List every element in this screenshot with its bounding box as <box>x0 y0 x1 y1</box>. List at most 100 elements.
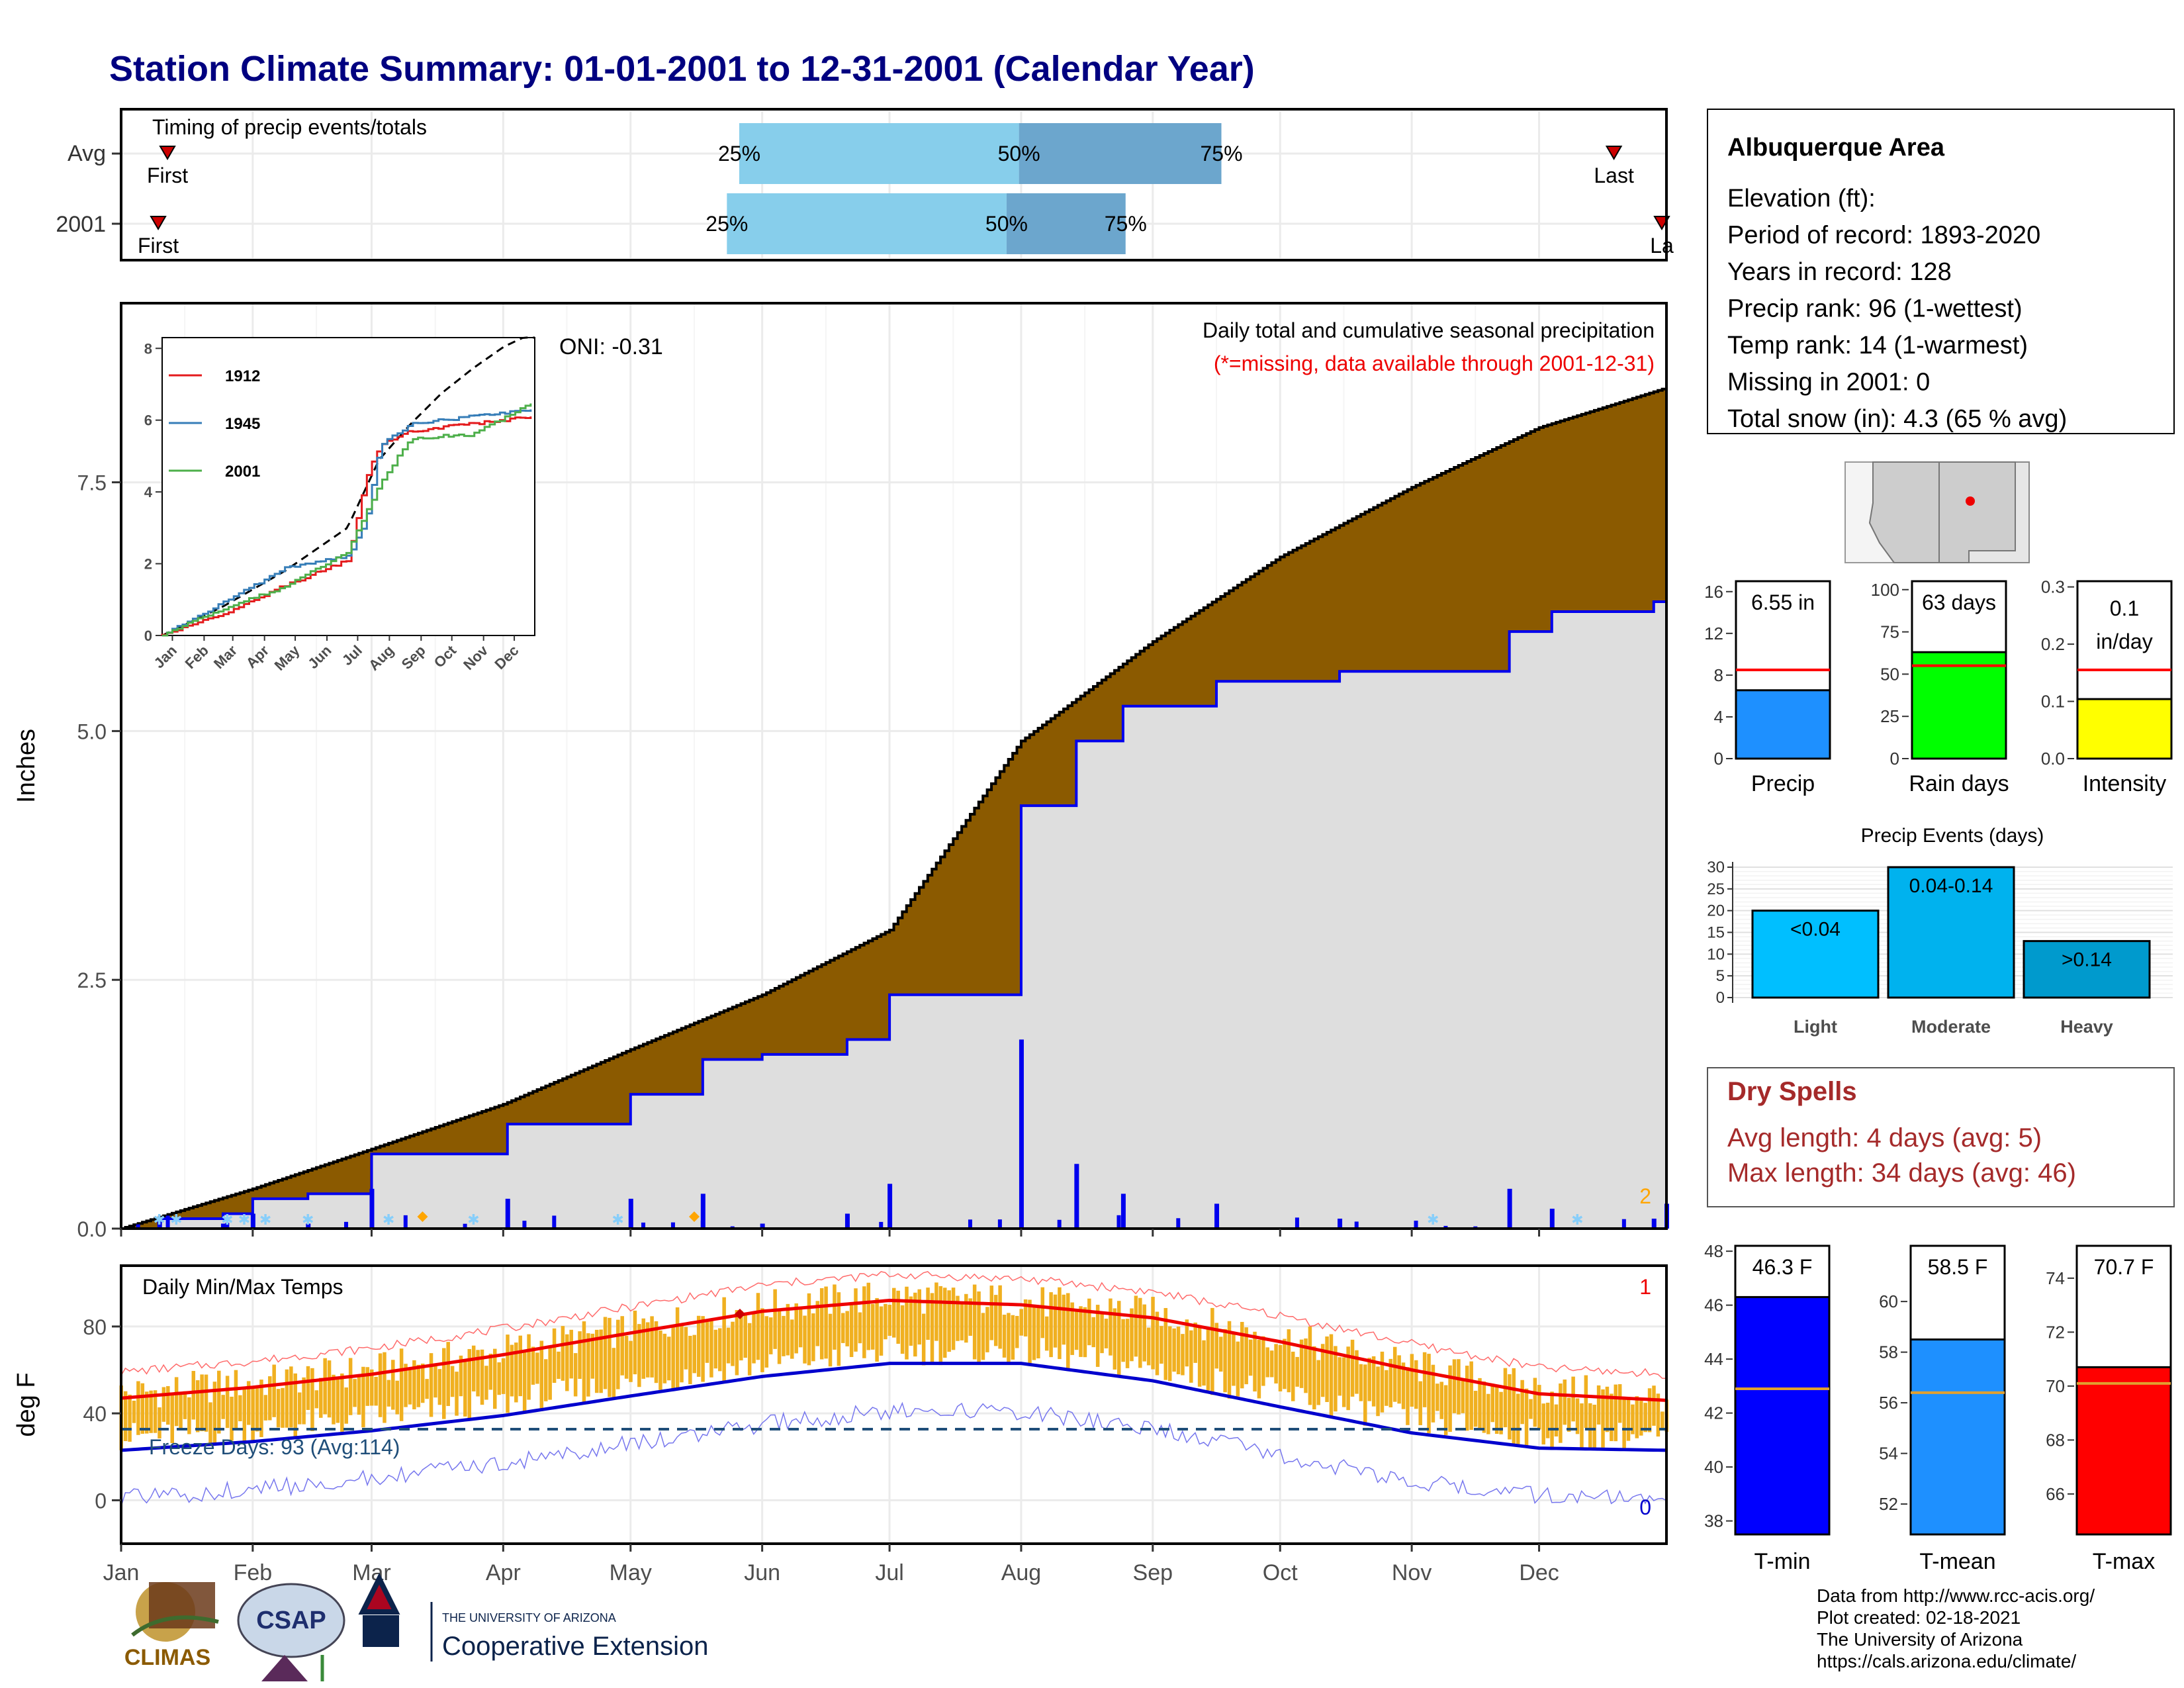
snow-marker-icon: ✱ <box>383 1211 394 1228</box>
events-tick-label: 10 <box>1707 945 1725 963</box>
temp-day-bar <box>833 1284 837 1350</box>
temp-day-bar <box>1639 1401 1643 1436</box>
temp-day-bar <box>314 1390 319 1409</box>
temp-day-bar <box>420 1363 425 1403</box>
daily-precip-bars <box>136 1039 1669 1229</box>
temp-day-bar <box>747 1323 752 1376</box>
temp-summary-bar <box>1734 1295 1831 1536</box>
temp-daily-bars <box>119 1282 1668 1451</box>
temp-day-bar <box>926 1288 930 1340</box>
temp-day-bar <box>841 1313 845 1343</box>
temp-day-bar <box>238 1395 242 1422</box>
precip-y-tick-label: 2.5 <box>77 968 107 992</box>
temp-day-bar <box>777 1311 782 1364</box>
temp-day-bar <box>1342 1357 1346 1407</box>
temp-day-bar <box>1414 1360 1418 1409</box>
summary-bar <box>1735 689 1831 760</box>
temp-day-bar <box>947 1290 951 1352</box>
temp-day-bar <box>1227 1321 1232 1399</box>
temp-day-bar <box>433 1366 437 1398</box>
temp-day-bar <box>960 1301 964 1340</box>
temp-day-bar <box>412 1360 416 1410</box>
temp-day-bar <box>862 1286 866 1358</box>
temp-day-bar <box>1308 1326 1312 1405</box>
temp-day-bar <box>170 1393 174 1444</box>
temp-day-bar <box>539 1340 544 1411</box>
daily-trace-bar <box>997 1219 1002 1229</box>
temp-day-bar <box>731 1321 735 1366</box>
temp-day-bar <box>565 1334 569 1391</box>
snow-marker-icon: ✱ <box>238 1211 250 1228</box>
dry-max: Max length: 34 days (avg: 46) <box>1727 1158 2076 1188</box>
temp-day-bar <box>1635 1396 1639 1438</box>
temp-day-bar <box>1647 1388 1652 1432</box>
temp-day-bar <box>442 1348 446 1419</box>
temp-day-bar <box>1172 1328 1176 1372</box>
precip-flag-count: 2 <box>1639 1184 1651 1208</box>
temp-day-bar <box>650 1316 654 1378</box>
temp-day-bar <box>1295 1356 1299 1387</box>
temp-day-bar <box>1291 1351 1295 1401</box>
temp-day-bar <box>276 1389 281 1428</box>
temps-y-label: deg F <box>13 1372 40 1436</box>
temp-day-bar <box>688 1335 692 1385</box>
temp-day-bar <box>884 1303 887 1340</box>
temp-day-bar <box>251 1387 255 1443</box>
temp-day-bar <box>1575 1398 1580 1434</box>
temp-day-bar <box>1240 1321 1244 1389</box>
events-content: 0 5 10 15 20 25 30 <0.04 Light 0.04-0.14 Moderate >… <box>1707 859 2173 1037</box>
temp-summary-tick-label: 54 <box>1879 1444 1898 1464</box>
temp-summary-tick-label: 68 <box>2046 1430 2065 1450</box>
temp-day-bar <box>1418 1381 1422 1425</box>
temp-day-bar <box>1066 1293 1070 1369</box>
record-low-count: 0 <box>1639 1495 1651 1519</box>
temp-day-bar <box>323 1358 327 1415</box>
temp-day-bar <box>1104 1319 1109 1348</box>
summary-tick-label: 100 <box>1871 580 1899 600</box>
month-label: Jun <box>744 1560 780 1585</box>
temp-day-bar <box>735 1310 739 1376</box>
timing-heading: Timing of precip events/totals <box>152 115 427 139</box>
temp-day-bar <box>1134 1295 1138 1357</box>
temp-day-bar <box>1490 1386 1494 1423</box>
temp-day-bar <box>1304 1338 1308 1393</box>
temp-summary-tick-label: 48 <box>1704 1241 1723 1261</box>
inset-y-tick-label: 0 <box>144 628 152 644</box>
temp-day-bar <box>1113 1308 1117 1370</box>
temp-day-bar <box>599 1329 603 1393</box>
timing-pct-label: 25% <box>705 212 748 236</box>
temp-day-bar <box>1588 1403 1592 1448</box>
daily-precip-bar <box>369 1188 375 1229</box>
daily-precip-bar <box>157 1218 162 1229</box>
temp-day-bar <box>1193 1322 1197 1363</box>
temp-day-bar <box>1236 1341 1240 1397</box>
temp-day-bar <box>289 1366 293 1428</box>
temp-day-bar <box>709 1321 713 1378</box>
temp-day-bar <box>374 1376 378 1406</box>
temp-day-bar <box>875 1297 879 1362</box>
temp-day-bar <box>938 1286 943 1366</box>
temp-day-bar <box>968 1298 972 1336</box>
climas-logo: CLIMAS <box>124 1582 219 1670</box>
temp-day-bar <box>782 1315 786 1356</box>
snow-marker-icon: ✱ <box>221 1211 233 1228</box>
timing-bars: 25% 50% 75% First Last 25% 50% 75% First La <box>138 123 1674 258</box>
temp-day-bar <box>1397 1355 1401 1404</box>
temp-day-bar <box>1095 1305 1100 1367</box>
daily-precip-bar <box>1120 1194 1126 1229</box>
temp-day-bar <box>1138 1297 1142 1368</box>
temp-day-bar <box>696 1315 701 1377</box>
daily-trace-bar <box>968 1219 972 1229</box>
temp-day-bar <box>357 1376 361 1415</box>
first-event-marker-icon <box>159 146 176 160</box>
temp-day-bar <box>675 1307 680 1389</box>
temp-day-bar <box>281 1387 285 1428</box>
temp-day-bar <box>760 1308 764 1372</box>
temp-day-bar <box>1392 1346 1397 1402</box>
temp-summary-tick-label: 52 <box>1879 1494 1898 1514</box>
temp-day-bar <box>306 1366 310 1410</box>
station-lines: Elevation (ft): Period of record: 1893-20… <box>1727 185 2067 433</box>
temp-day-bar <box>268 1376 272 1421</box>
temp-day-bar <box>1355 1350 1359 1394</box>
